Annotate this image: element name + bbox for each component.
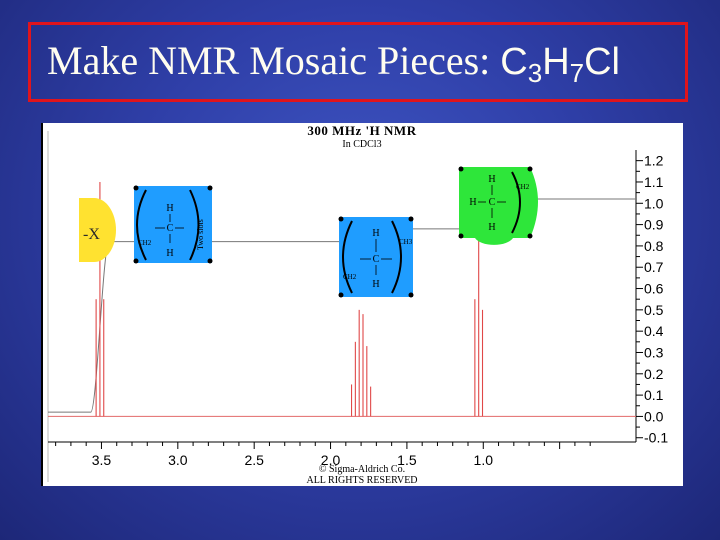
y-tick-label: 0.4: [644, 323, 664, 339]
formula-c-count: 3: [527, 58, 543, 88]
corner-dot: [338, 216, 344, 222]
formula-cl: Cl: [584, 41, 620, 83]
green-piece-arc: [511, 171, 521, 234]
green-piece-top-h: H: [488, 174, 495, 185]
y-tick-label: -0.1: [644, 430, 668, 446]
corner-dot: [408, 216, 414, 222]
x-axis: 3.5 3.0 2.5 2.0 1.5 1.0: [48, 441, 636, 468]
y-tick-label: 1.1: [644, 174, 664, 190]
formula-c: C: [500, 41, 528, 83]
title-formula: C3H7Cl: [500, 41, 620, 88]
blue-piece-1-bottom-h: H: [166, 248, 173, 259]
y-tick-label: 0.1: [644, 387, 664, 403]
blue-piece-2-top-h: H: [372, 228, 379, 239]
corner-dot: [527, 166, 533, 172]
mosaic-piece-blue-2[interactable]: H C H CH2 CH3: [338, 216, 414, 298]
corner-dot: [207, 185, 213, 191]
blue-piece-1-left-group: CH2: [138, 239, 152, 247]
corner-dot: [133, 258, 139, 264]
corner-dot: [458, 166, 464, 172]
copyright-line-2: ALL RIGHTS RESERVED: [306, 475, 417, 486]
mosaic-piece-green[interactable]: H H C H CH2: [458, 166, 539, 245]
y-tick-label: 0.2: [644, 366, 664, 382]
corner-dot: [338, 292, 344, 298]
blue-piece-2-bottom-h: H: [372, 279, 379, 290]
corner-dot: [133, 185, 139, 191]
y-tick-label: 0.6: [644, 281, 664, 297]
x-tick-label: 2.0: [321, 452, 341, 468]
blue-piece-2-carbon: C: [373, 254, 380, 265]
spectrum-peaks: [48, 177, 636, 417]
blue-piece-2-right-arc: [391, 220, 402, 294]
x-tick-label: 3.0: [168, 452, 188, 468]
y-tick-label: 0.9: [644, 217, 664, 233]
y-tick-label: 0.8: [644, 238, 664, 254]
green-piece-bottom-h: H: [488, 222, 495, 233]
blue-piece-1-right-arc: [189, 189, 200, 261]
y-tick-label: 0.7: [644, 259, 664, 275]
blue-piece-2-left-arc: [342, 220, 353, 294]
y-tick-label: 1.2: [644, 153, 664, 169]
spectrum-panel: [42, 123, 683, 486]
yellow-piece-shape: [79, 198, 116, 262]
blue-piece-1-left-arc: [136, 189, 147, 261]
spectrum-header: 300 MHz 'H NMR: [307, 123, 416, 138]
y-axis: -0.1 0.0 0.1 0.2 0.3 0.4 0.5 0.6 0.7 0.8 0.9 1.0 1.1…: [635, 150, 668, 446]
corner-dot: [408, 292, 414, 298]
green-piece-right-group: CH2: [516, 183, 530, 191]
green-piece-carbon: C: [489, 197, 496, 208]
blue-piece-1-carbon: C: [167, 223, 174, 234]
blue-piece-1-top-h: H: [166, 203, 173, 214]
y-tick-label: 1.0: [644, 195, 664, 211]
x-tick-label: 2.5: [244, 452, 264, 468]
mosaic-piece-blue-1[interactable]: H C H CH2 Two slots: [133, 185, 213, 264]
yellow-piece-label: -X: [83, 226, 100, 243]
formula-h-count: 7: [569, 58, 585, 88]
formula-h: H: [542, 41, 570, 83]
mosaic-piece-yellow[interactable]: -X: [79, 198, 116, 262]
y-tick-label: 0.5: [644, 302, 664, 318]
blue-piece-1-right-label: Two slots: [196, 219, 205, 250]
corner-dot: [527, 233, 533, 239]
spectrum-solvent: In CDCl3: [342, 139, 381, 150]
title-text: Make NMR Mosaic Pieces:: [47, 38, 501, 83]
corner-dot: [207, 258, 213, 264]
blue-piece-2-right-group: CH3: [399, 238, 413, 246]
x-tick-label: 3.5: [92, 452, 112, 468]
y-tick-label: 0.0: [644, 408, 664, 424]
x-tick-label: 1.0: [474, 452, 494, 468]
x-tick-label: 1.5: [397, 452, 417, 468]
title-box: Make NMR Mosaic Pieces: C3H7Cl: [28, 22, 688, 102]
blue-piece-2-left-group: CH2: [343, 273, 357, 281]
corner-dot: [458, 233, 464, 239]
copyright-line-1: © Sigma-Aldrich Co.: [319, 464, 405, 475]
green-piece-left-h: H: [469, 197, 476, 208]
slide-title: Make NMR Mosaic Pieces: C3H7Cl: [47, 39, 620, 95]
y-tick-label: 0.3: [644, 344, 664, 360]
